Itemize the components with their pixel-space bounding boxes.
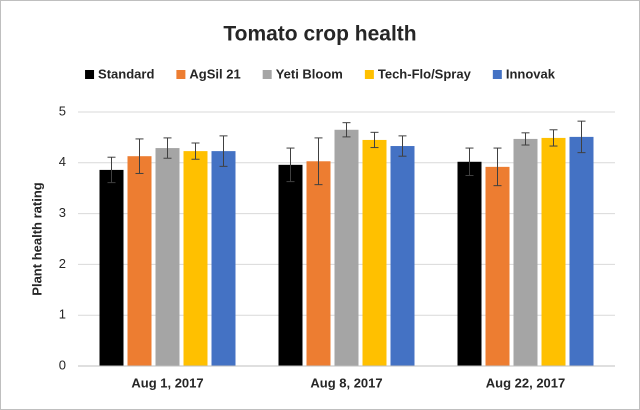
bar bbox=[99, 169, 124, 366]
bar bbox=[278, 164, 303, 366]
bar bbox=[513, 138, 538, 366]
error-bar bbox=[219, 135, 228, 167]
y-tick-label: 1 bbox=[59, 307, 66, 322]
legend-swatch bbox=[85, 70, 95, 79]
legend-label: Tech-Flo/Spray bbox=[378, 66, 472, 81]
error-bar bbox=[493, 147, 502, 187]
legend-swatch bbox=[364, 70, 374, 79]
error-bar bbox=[286, 147, 295, 183]
bar bbox=[541, 137, 566, 366]
error-bar bbox=[577, 120, 586, 154]
legend-swatch bbox=[492, 70, 502, 79]
y-tick-label: 3 bbox=[59, 205, 66, 220]
error-bar bbox=[107, 156, 116, 184]
error-bar bbox=[191, 142, 200, 160]
x-tick-label: Aug 1, 2017 bbox=[131, 375, 203, 390]
error-bar bbox=[521, 132, 530, 146]
bar bbox=[306, 161, 331, 366]
bar bbox=[155, 148, 180, 366]
error-bar bbox=[370, 131, 379, 149]
error-bar bbox=[549, 129, 558, 147]
legend-label: Yeti Bloom bbox=[276, 66, 343, 81]
error-bar bbox=[314, 137, 323, 186]
legend-label: AgSil 21 bbox=[189, 66, 240, 81]
legend-label: Standard bbox=[98, 66, 154, 81]
y-tick-label: 5 bbox=[59, 103, 66, 118]
y-tick-label: 0 bbox=[59, 357, 66, 372]
bar bbox=[362, 139, 387, 366]
error-bar bbox=[465, 147, 474, 176]
legend-swatch bbox=[176, 70, 186, 79]
error-bar bbox=[163, 137, 172, 159]
error-bar bbox=[398, 135, 407, 157]
legend-swatch bbox=[262, 70, 272, 79]
bar bbox=[183, 151, 208, 366]
bar bbox=[457, 161, 482, 366]
x-tick-label: Aug 22, 2017 bbox=[486, 375, 566, 390]
x-tick-label: Aug 8, 2017 bbox=[310, 375, 382, 390]
legend-label: Innovak bbox=[506, 66, 556, 81]
y-tick-label: 4 bbox=[59, 154, 66, 169]
bar bbox=[485, 166, 510, 366]
y-axis-label: Plant health rating bbox=[29, 182, 44, 295]
bar bbox=[334, 129, 359, 366]
bar bbox=[569, 136, 594, 366]
error-bar bbox=[135, 138, 144, 174]
y-tick-label: 2 bbox=[59, 256, 66, 271]
bar bbox=[390, 146, 415, 366]
bar bbox=[211, 151, 236, 366]
bar bbox=[127, 156, 152, 366]
chart-title: Tomato crop health bbox=[223, 23, 416, 46]
error-bar bbox=[342, 122, 351, 138]
